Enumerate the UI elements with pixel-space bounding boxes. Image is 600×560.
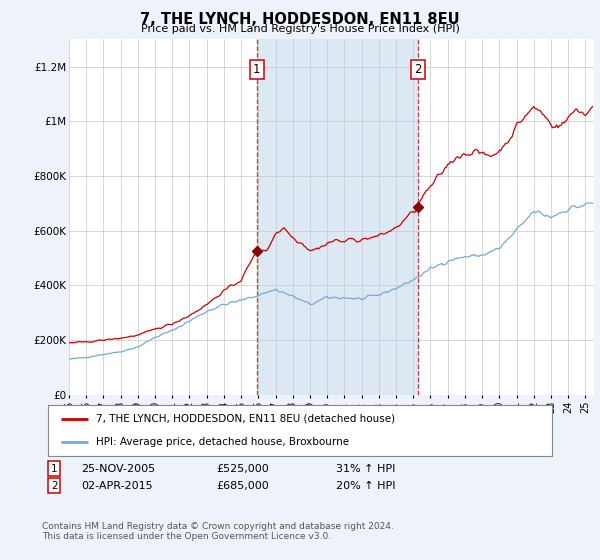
Text: 20% ↑ HPI: 20% ↑ HPI: [336, 480, 395, 491]
Text: 31% ↑ HPI: 31% ↑ HPI: [336, 464, 395, 474]
Text: £525,000: £525,000: [216, 464, 269, 474]
Text: HPI: Average price, detached house, Broxbourne: HPI: Average price, detached house, Brox…: [96, 437, 349, 447]
Text: 7, THE LYNCH, HODDESDON, EN11 8EU (detached house): 7, THE LYNCH, HODDESDON, EN11 8EU (detac…: [96, 414, 395, 424]
Text: Price paid vs. HM Land Registry's House Price Index (HPI): Price paid vs. HM Land Registry's House …: [140, 24, 460, 34]
Text: £685,000: £685,000: [216, 480, 269, 491]
Text: 7, THE LYNCH, HODDESDON, EN11 8EU: 7, THE LYNCH, HODDESDON, EN11 8EU: [140, 12, 460, 27]
Text: This data is licensed under the Open Government Licence v3.0.: This data is licensed under the Open Gov…: [42, 532, 331, 541]
Text: 2: 2: [51, 480, 58, 491]
Bar: [257, 39, 418, 395]
Text: 2: 2: [414, 63, 421, 76]
Text: 02-APR-2015: 02-APR-2015: [81, 480, 152, 491]
Text: 25-NOV-2005: 25-NOV-2005: [81, 464, 155, 474]
Text: 1: 1: [253, 63, 260, 76]
Text: Contains HM Land Registry data © Crown copyright and database right 2024.: Contains HM Land Registry data © Crown c…: [42, 522, 394, 531]
Text: 1: 1: [51, 464, 58, 474]
